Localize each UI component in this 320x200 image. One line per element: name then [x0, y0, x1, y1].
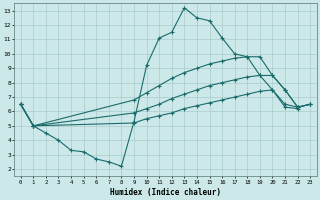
X-axis label: Humidex (Indice chaleur): Humidex (Indice chaleur): [110, 188, 221, 197]
